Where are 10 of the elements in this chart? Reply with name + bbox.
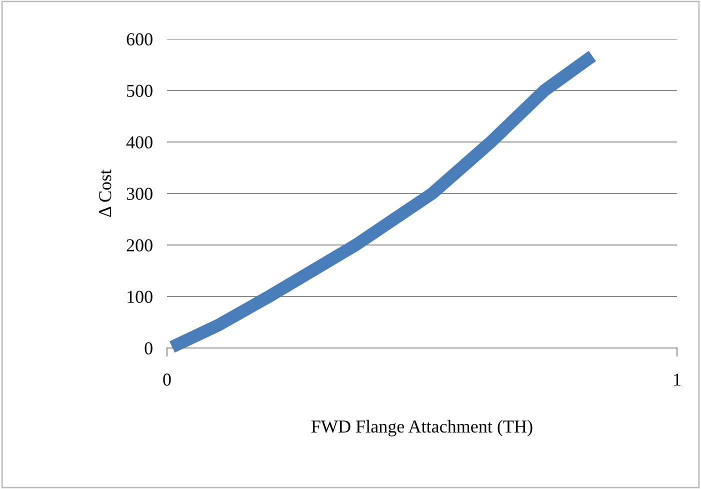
y-tick-label: 200 [126, 239, 152, 252]
y-tick-label: 0 [144, 342, 152, 354]
y-tick-label: 400 [126, 136, 152, 148]
y-tick-label: 600 [126, 33, 152, 46]
x-tick-label: 1 [674, 374, 680, 386]
y-tick-label: 100 [128, 290, 152, 303]
y-tick-label: 500 [127, 84, 152, 97]
y-tick-label: 300 [126, 188, 152, 200]
y-axis-title: Δ Cost [99, 169, 112, 217]
x-axis-title: FWD Flange Attachment (TH) [311, 420, 532, 436]
